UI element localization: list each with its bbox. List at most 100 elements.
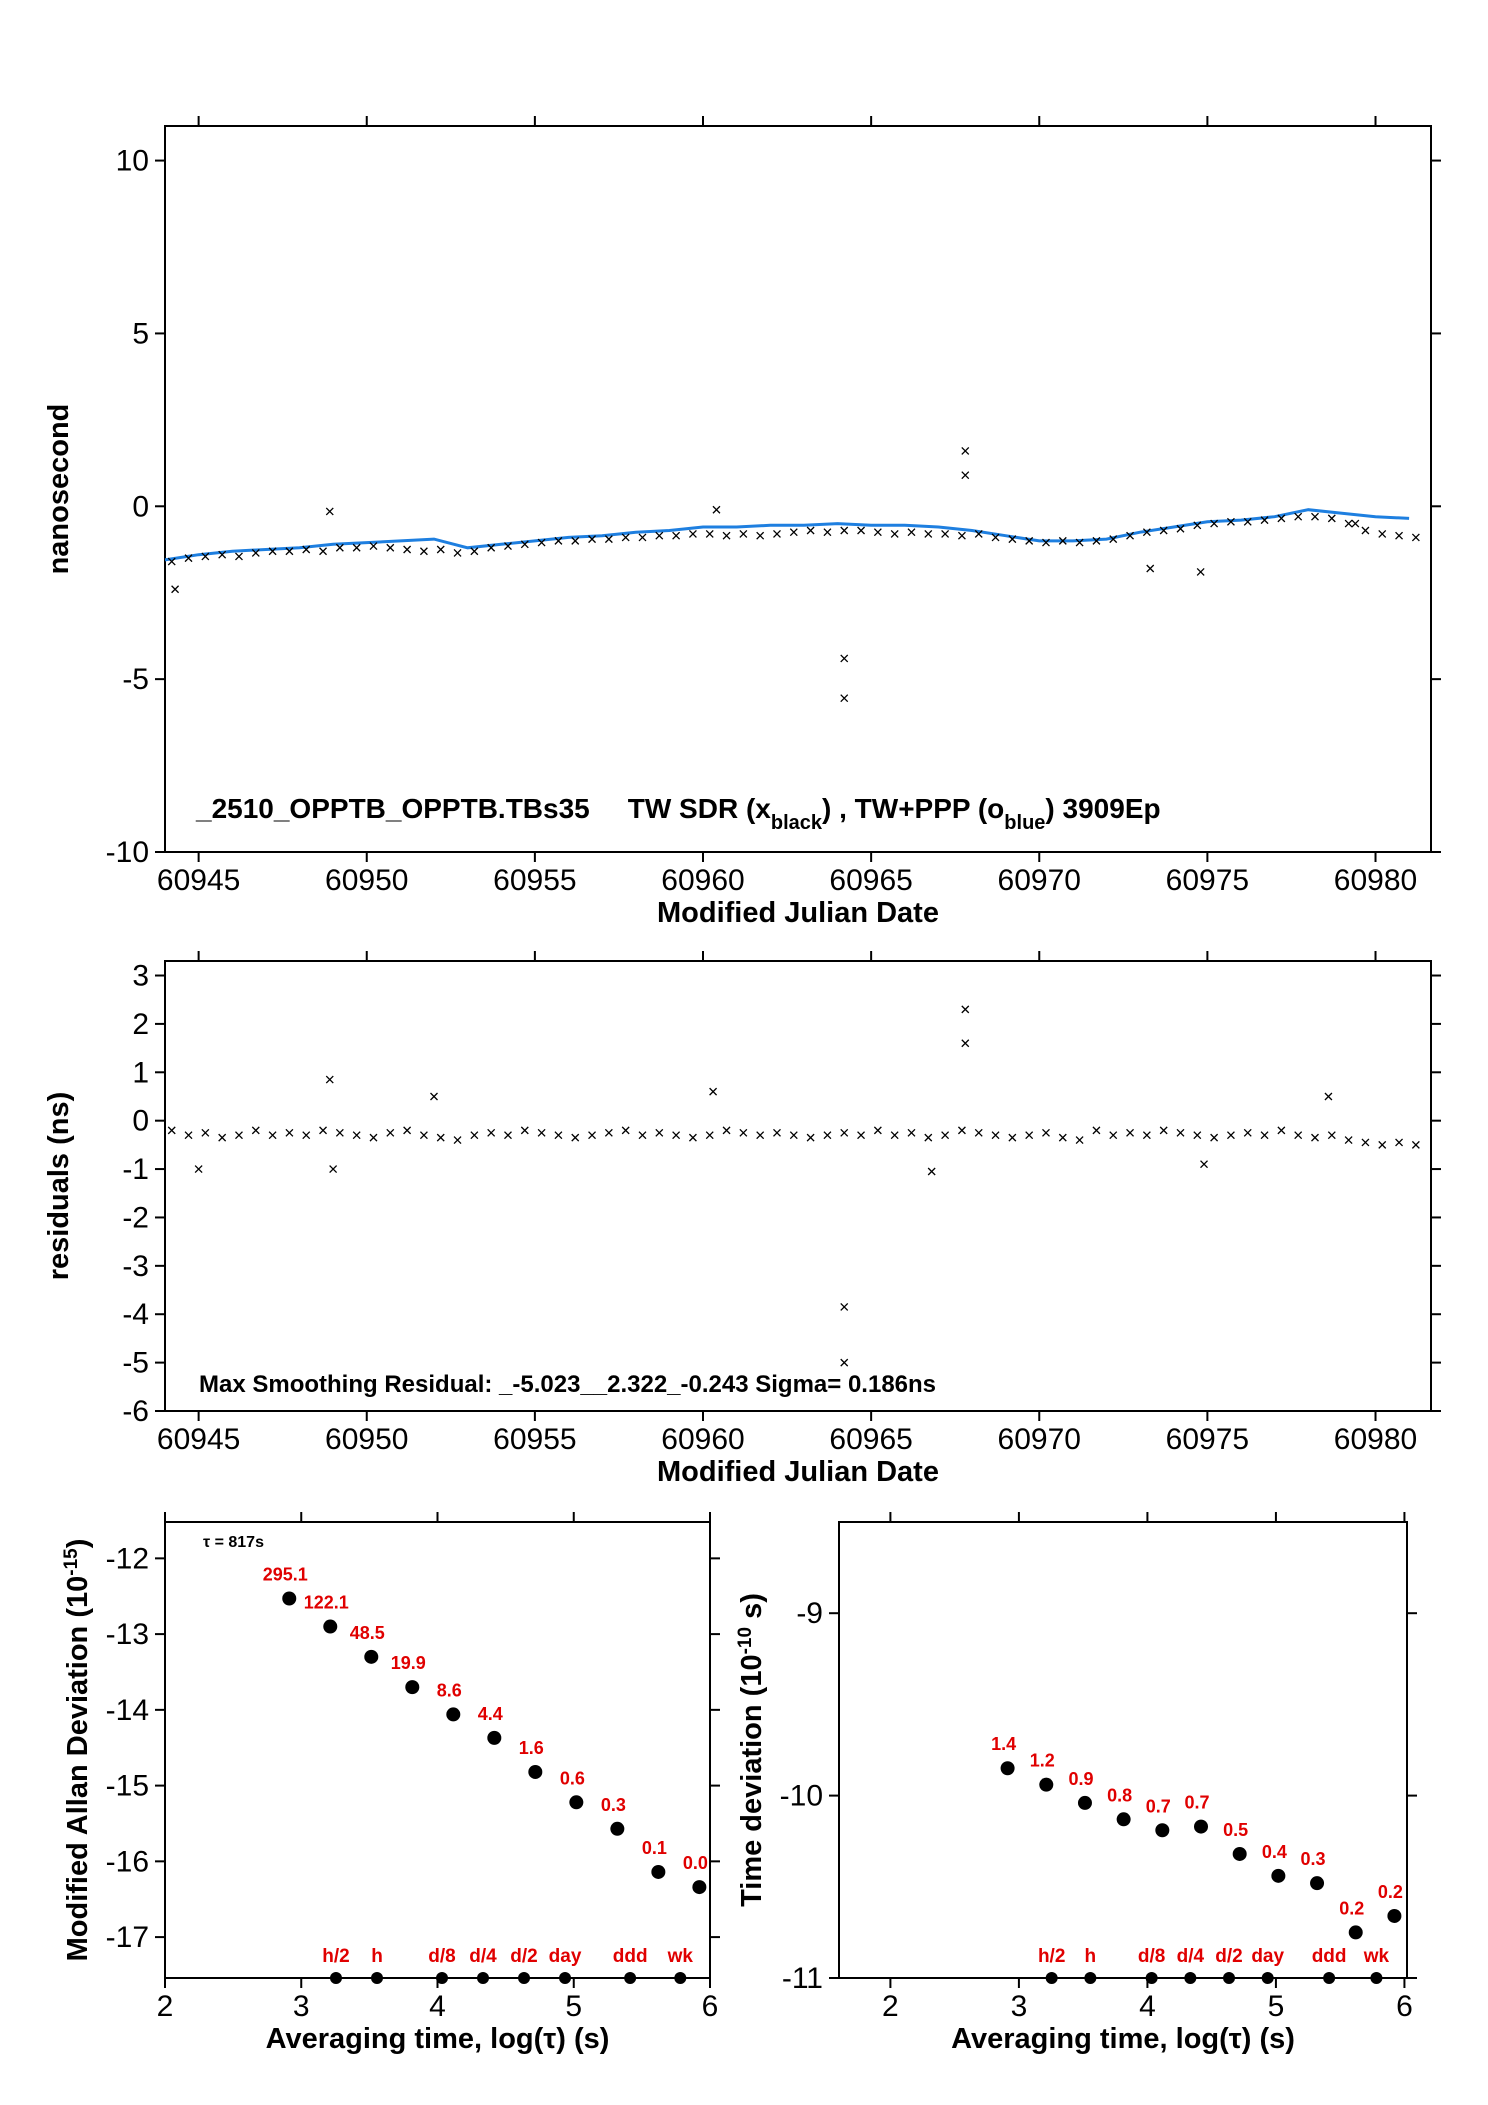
data-point [1210,1133,1219,1142]
data-point [1232,1846,1247,1861]
y-tick-label: 2 [132,1008,149,1041]
reference-label: d/8 [428,1946,455,1967]
data-point [453,548,462,557]
data-point [806,526,815,535]
reference-label: day [549,1946,582,1967]
data-point [1075,1136,1084,1144]
data-point [1411,1140,1420,1149]
reference-label: h/2 [1038,1946,1065,1967]
point-label: 0.2 [1339,1898,1364,1918]
x-axis-title: Averaging time, log(τ) (s) [266,2023,610,2055]
data-point [335,1128,344,1137]
data-point [453,1136,462,1144]
x-tick-label: 3 [1011,1990,1028,2023]
y-tick-label: 10 [116,145,149,178]
data-point [386,543,395,552]
data-point [1378,529,1387,538]
data-point [323,1619,338,1634]
point-label: 122.1 [304,1593,349,1613]
reference-dot [1323,1972,1336,1984]
x-tick-label: 6 [702,1990,719,2023]
point-label: 1.6 [519,1738,544,1758]
y-tick-label: -3 [122,1250,149,1283]
data-point [927,1167,936,1176]
y-tick-label: 0 [132,1105,149,1138]
reference-dot [1223,1972,1236,1984]
data-point [1126,1128,1135,1137]
x-tick-label: 60980 [1334,1423,1417,1456]
data-point [1387,1908,1402,1923]
annotation-part: blue [1004,812,1045,834]
reference-dot [624,1972,637,1984]
data-point [1039,1777,1054,1792]
reference-dot [1084,1972,1097,1984]
point-label: 0.4 [1262,1842,1287,1862]
data-point [1361,526,1370,535]
data-point [405,1680,420,1695]
reference-label: d/2 [1215,1946,1242,1967]
data-point [1196,568,1205,576]
data-point [1008,1133,1017,1142]
data-point [638,533,647,542]
data-point [528,1764,543,1779]
point-label: 1.2 [1030,1751,1055,1771]
x-tick-label: 60950 [325,864,408,897]
reference-dot [435,1972,448,1984]
data-point [364,1649,379,1664]
data-point [235,1131,243,1140]
data-point [588,1131,597,1140]
data-point [1361,1138,1370,1147]
data-point [907,1128,916,1137]
data-point [329,1165,338,1174]
reference-dot [329,1972,342,1984]
data-point [167,557,176,566]
data-point [1271,1868,1286,1883]
point-label: 0.9 [1068,1769,1093,1789]
reference-label: day [1251,1946,1284,1967]
data-point [1142,528,1151,537]
data-point [806,1133,815,1142]
data-point [1395,1138,1404,1147]
data-point [1025,1131,1034,1140]
point-label: 0.1 [642,1838,667,1858]
x-tick-label: 2 [882,1990,899,2023]
data-point [251,548,260,557]
data-point [1077,1795,1092,1810]
data-point [688,529,697,538]
data-point [1327,514,1336,523]
reference-dot [1045,1972,1058,1984]
x-tick-label: 60975 [1166,1423,1249,1456]
data-point [430,1092,438,1101]
data-point [1146,564,1155,573]
data-point [1348,1925,1363,1940]
plot-frame [164,1521,711,1979]
x-tick-label: 4 [429,1990,446,2023]
data-point [1344,519,1353,528]
x-tick-label: 60965 [829,1423,912,1456]
data-point [1008,535,1017,544]
data-point [520,1126,529,1135]
y-tick-label: -1 [122,1153,149,1186]
data-point [194,1165,203,1174]
point-label: 4.4 [478,1704,503,1724]
reference-label: d/4 [469,1946,497,1967]
data-point [1351,519,1360,528]
point-label: 8.6 [437,1680,462,1700]
data-point [604,535,613,544]
point-label: 48.5 [350,1623,385,1643]
x-tick-label: 60955 [493,1423,576,1456]
data-point [1277,1126,1286,1135]
y-tick-label: 3 [132,960,149,993]
data-point [569,1795,584,1810]
annotation-part: black [771,812,823,834]
reference-dot [477,1972,490,1984]
data-point [235,552,243,561]
data-point [655,1128,664,1137]
data-point [739,529,748,538]
data-point [840,654,849,663]
data-point [672,531,681,540]
y-axis-title: residuals (ns) [43,1092,75,1281]
annotation-part: _2510_OPPTB_OPPTB.TBs35 [195,793,590,824]
data-point [655,531,664,540]
reference-label: wk [667,1946,694,1967]
